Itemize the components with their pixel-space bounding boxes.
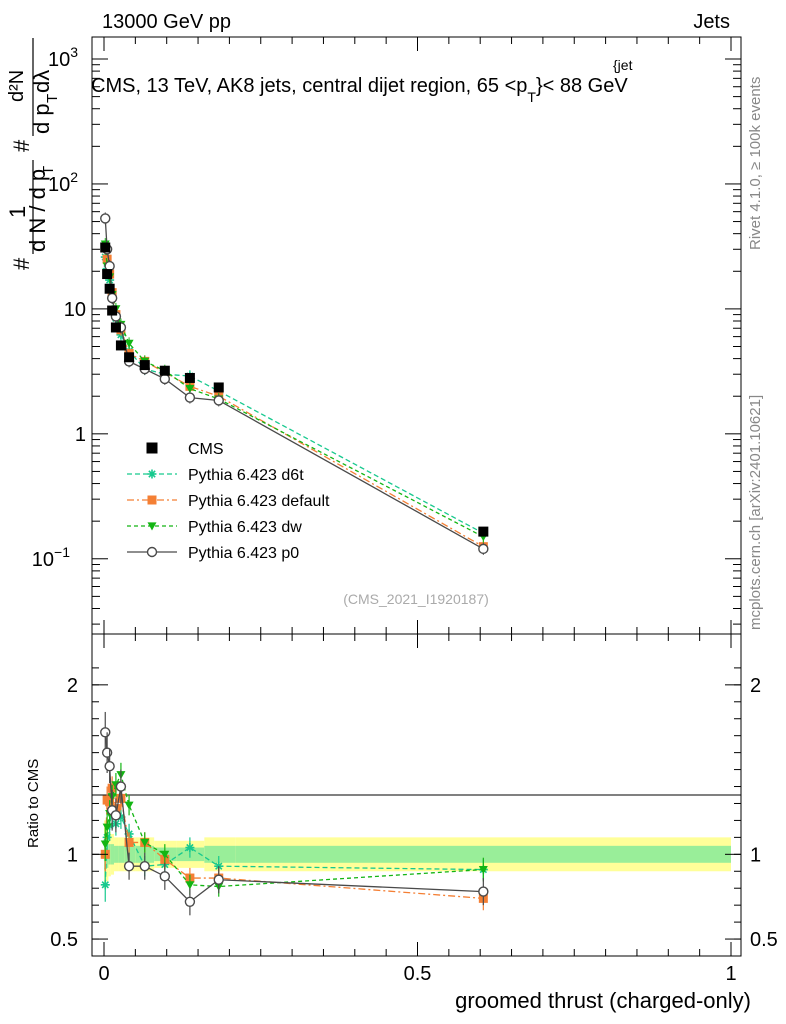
ratio-y-tick-label-right: 2	[750, 675, 761, 697]
header-left: 13000 GeV pp	[102, 11, 231, 33]
svg-text:T: T	[40, 166, 57, 175]
main-series-point	[106, 292, 118, 304]
ratio-series-point	[185, 881, 195, 890]
main-series-point	[478, 543, 489, 555]
main-series-point	[185, 385, 195, 394]
main-series-point	[159, 373, 171, 385]
main-y-axis-label: # 1 d N / d p T # d²N d p T dλ	[5, 38, 61, 270]
data-point	[213, 382, 224, 393]
main-y-tick-label: 10	[64, 299, 86, 321]
data-point	[102, 269, 113, 280]
legend-label: Pythia 6.423 p0	[188, 545, 299, 562]
analysis-reference: (CMS_2021_I1920187)	[343, 591, 489, 607]
ratio-series-point	[139, 860, 150, 872]
main-series-layer	[100, 212, 489, 555]
legend-marker	[146, 546, 158, 558]
ratio-series-point	[213, 874, 224, 885]
ratio-series-point	[160, 850, 170, 859]
ratio-y-tick-label-right: 0.5	[750, 929, 778, 951]
svg-text:d²N: d²N	[6, 70, 28, 102]
ratio-y-tick-label-right: 1	[750, 844, 761, 866]
mcplots-label: mcplots.cern.ch [arXiv:2401.10621]	[747, 395, 764, 630]
svg-text:T: T	[44, 94, 61, 103]
legend-marker	[147, 522, 157, 531]
main-y-tick-exponent: 3	[70, 44, 78, 60]
data-point	[100, 242, 111, 253]
svg-text:dλ: dλ	[29, 70, 54, 93]
data-point	[107, 305, 118, 316]
ratio-stat-uncertainty-band	[114, 845, 119, 863]
legend-label: Pythia 6.423 d6t	[188, 467, 304, 484]
legend-label: CMS	[188, 441, 224, 458]
data-point	[478, 526, 489, 537]
main-series-point	[184, 392, 196, 403]
title-superscript: {jet	[613, 57, 633, 73]
ratio-stat-uncertainty-band	[235, 845, 732, 863]
ratio-y-tick-label: 2	[67, 675, 78, 697]
header-right: Jets	[693, 11, 730, 33]
main-y-tick-label: 10−1	[32, 544, 70, 571]
main-y-tick-exponent: −1	[54, 544, 70, 560]
ratio-series-point	[110, 810, 122, 821]
data-point	[110, 322, 121, 333]
svg-text:1: 1	[5, 206, 30, 218]
data-point	[104, 283, 115, 294]
data-point	[139, 360, 150, 371]
svg-text:#: #	[9, 257, 34, 270]
x-tick-label: 0	[98, 963, 109, 985]
ratio-series-point	[123, 860, 135, 872]
legend: CMS Pythia 6.423 d6t Pythia 6.423 default P…	[127, 441, 330, 562]
legend-label: Pythia 6.423 default	[188, 493, 330, 510]
main-series-point	[213, 395, 224, 406]
x-axis-label: groomed thrust (charged-only)	[455, 988, 751, 1013]
ratio-series-point	[101, 747, 113, 758]
ratio-frame	[91, 633, 742, 957]
main-series-point	[124, 339, 134, 348]
main-y-tick-label: 103	[48, 44, 78, 71]
legend-label: Pythia 6.423 dw	[188, 519, 302, 536]
main-y-tick-label: 1	[75, 424, 86, 446]
ratio-series-point	[124, 801, 134, 810]
main-series-point	[100, 213, 111, 224]
ratio-stat-uncertainty-band	[204, 845, 236, 863]
ratio-series-point	[100, 840, 110, 849]
ratio-y-tick-label: 0.5	[50, 929, 78, 951]
x-tick-label: 1	[725, 963, 736, 985]
ratio-series-point	[140, 838, 150, 847]
ratio-series-point	[116, 812, 126, 822]
x-tick-label: 0.5	[404, 963, 432, 985]
ratio-y-tick-label: 1	[67, 844, 78, 866]
legend-marker	[146, 442, 158, 454]
ratio-stat-uncertainty-band	[118, 845, 125, 863]
ratio-y-axis-label: Ratio to CMS	[25, 759, 42, 848]
svg-text:#: #	[9, 139, 34, 152]
data-point	[124, 352, 135, 363]
plot-title: CMS, 13 TeV, AK8 jets, central dijet reg…	[91, 75, 628, 105]
svg-text:d N / d p: d N / d p	[25, 169, 50, 252]
ratio-series-point	[100, 880, 110, 890]
main-y-tick-exponent: 2	[70, 169, 78, 185]
data-point	[115, 340, 126, 351]
rivet-version-label: Rivet 4.1.0, ≥ 100k events	[747, 77, 764, 250]
ratio-series-point	[100, 727, 111, 738]
ratio-series-point	[115, 781, 127, 792]
ratio-stat-uncertainty-band	[110, 844, 115, 865]
ratio-series-point	[124, 837, 134, 847]
ratio-series-point	[104, 760, 115, 772]
data-point	[159, 365, 170, 376]
ratio-series-point	[185, 843, 195, 853]
ratio-series-point	[478, 865, 488, 875]
data-point	[184, 372, 195, 383]
main-series-line	[104, 256, 484, 534]
ratio-series-point	[184, 896, 196, 907]
legend-marker	[147, 469, 157, 479]
ratio-series-point	[159, 871, 171, 882]
ratio-stat-uncertainty-band	[124, 845, 136, 863]
legend-marker	[147, 495, 157, 505]
ratio-series-layer	[100, 711, 489, 916]
ratio-series-point	[478, 886, 489, 897]
